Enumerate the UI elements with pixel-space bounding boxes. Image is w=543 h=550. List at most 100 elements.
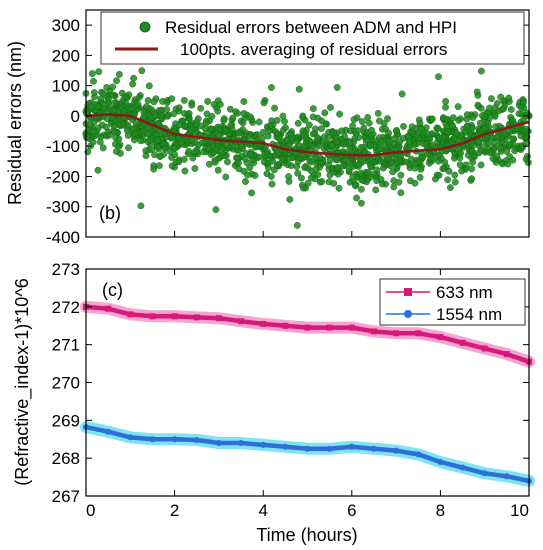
residual-point [175, 158, 183, 166]
residuals-panel: -400 -300 -200 -100 0 100 200 300 (b) Residual … [5, 9, 533, 247]
refractive-y-tick-label: 270 [52, 374, 80, 393]
residual-point [197, 104, 205, 112]
residual-point [408, 129, 416, 137]
residual-point [268, 180, 276, 188]
residual-point [157, 112, 165, 120]
time-x-tick-label: 0 [86, 501, 95, 520]
residual-point [509, 156, 517, 164]
residual-point [325, 161, 332, 169]
residual-point [163, 106, 171, 113]
residual-point [251, 172, 259, 179]
residual-point [177, 138, 185, 146]
residual-point [442, 103, 449, 111]
refractive-y-ticks: 267 268 269 270 271 272 273 [52, 260, 529, 506]
residual-point [294, 169, 302, 177]
residual-point [205, 160, 213, 168]
residual-point [355, 160, 363, 168]
residual-point [451, 171, 459, 179]
series-point-1554 [459, 464, 466, 471]
residual-point [260, 99, 268, 107]
residual-point [258, 135, 266, 142]
series-point-1554 [171, 436, 178, 443]
residual-point [106, 131, 113, 139]
residual-point [477, 161, 485, 169]
residual-point [269, 157, 276, 165]
residual-point [335, 184, 343, 192]
residual-point [469, 148, 476, 155]
residual-point [119, 97, 127, 105]
residual-point [503, 147, 511, 155]
residual-point [203, 119, 210, 127]
refractive-y-tick-label: 269 [52, 411, 80, 430]
residual-point [474, 101, 482, 109]
residual-point [143, 124, 151, 132]
series-point-1554 [304, 445, 311, 452]
residual-point [275, 134, 283, 142]
series-point-1554 [193, 437, 200, 443]
residual-point [279, 112, 287, 120]
residual-point [278, 156, 286, 164]
residual-point [321, 140, 329, 148]
residual-point [351, 182, 359, 190]
residual-point [96, 138, 104, 146]
refractive-series-lines [80, 300, 535, 487]
residual-point [88, 70, 96, 78]
residual-point [481, 113, 489, 121]
residual-point [188, 101, 196, 109]
residual-point [181, 167, 189, 175]
residual-point [260, 158, 268, 166]
residual-point [328, 141, 336, 149]
series-point-1554 [503, 473, 510, 480]
residual-point [309, 113, 317, 121]
residual-point [295, 85, 303, 93]
residual-point [469, 158, 477, 166]
residuals-y-tick-label: -300 [46, 198, 80, 217]
residual-point [244, 171, 251, 179]
residual-point [297, 174, 305, 182]
residual-point [325, 133, 333, 141]
residual-point [222, 173, 230, 181]
legend-1554-label: 1554 nm [436, 305, 502, 324]
series-point-1554 [260, 441, 267, 448]
residual-point [110, 99, 118, 107]
residual-point [214, 166, 222, 174]
refractive-y-tick-label: 271 [52, 336, 80, 355]
residual-point [113, 77, 120, 85]
residual-point [192, 121, 200, 129]
residual-point [215, 131, 223, 139]
residual-point [312, 154, 320, 162]
residual-point [255, 118, 263, 126]
residual-point [189, 154, 197, 162]
residual-point [407, 155, 415, 163]
residual-point [431, 175, 439, 183]
residual-point [497, 93, 505, 101]
residual-point [358, 176, 366, 184]
residual-point [505, 94, 513, 102]
residual-point [246, 132, 254, 140]
residual-point [453, 130, 461, 138]
residual-point [511, 147, 519, 155]
residual-point [475, 138, 483, 146]
residual-point [518, 142, 526, 150]
residual-point [496, 144, 504, 152]
series-point-633 [348, 324, 355, 331]
residual-point [367, 163, 375, 171]
residual-point [504, 160, 512, 168]
residual-point [214, 107, 222, 115]
time-x-tick-label: 2 [170, 501, 179, 520]
residual-point [185, 147, 193, 155]
residual-point [90, 77, 97, 85]
series-point-633 [238, 318, 244, 325]
residual-point [445, 167, 453, 175]
residual-point [293, 163, 301, 170]
residual-point [135, 94, 143, 101]
residual-point [280, 126, 287, 134]
residual-point [368, 126, 375, 134]
residual-point [100, 104, 108, 112]
residual-point [94, 166, 102, 174]
residual-point [216, 101, 224, 108]
residual-point [274, 150, 282, 158]
residuals-y-tick-label: 200 [52, 46, 80, 65]
series-point-1554 [437, 459, 444, 465]
